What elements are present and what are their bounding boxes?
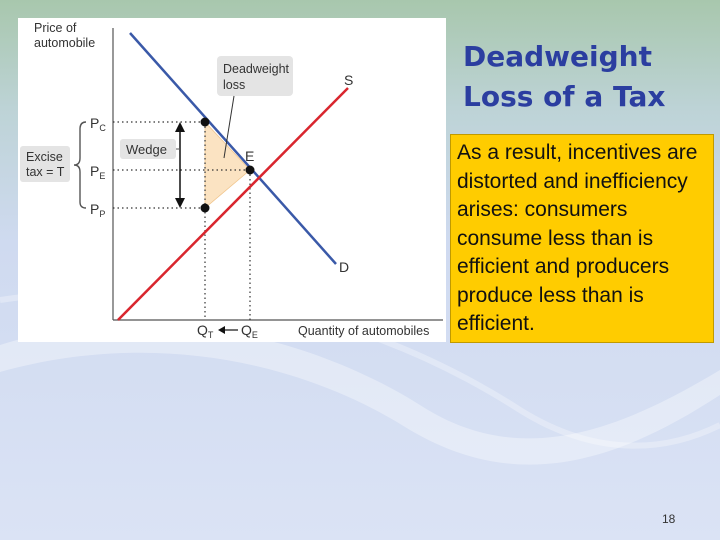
equilibrium-label: E [245,148,254,164]
deadweight-loss-area [204,120,251,209]
deadweight-loss-diagram: Wedge Deadweight loss Excise tax = T PC … [18,18,446,342]
demand-curve [129,32,337,265]
wedge-arrowhead-down [175,198,185,208]
wedge-arrowhead-up [175,122,185,132]
page-number: 18 [662,512,676,526]
wedge-label-box [120,139,176,159]
price-label-pc: PC [90,115,106,133]
excise-tax-brace [73,121,87,209]
deadweight-loss-leader [223,95,235,159]
supply-label: S [344,72,353,88]
explanation-textbox: As a result, incentives are distorted an… [450,134,714,343]
guide-lines [113,121,251,320]
equilibrium-point [245,165,255,175]
slide-title: Deadweight Loss of a Tax [463,40,666,113]
deadweight-loss-label-box [217,56,293,96]
y-axis-label: Price of automobile [34,21,95,50]
consumer-price-point [200,117,210,127]
producer-price-point [200,203,210,213]
price-label-pp: PP [90,201,105,219]
supply-curve [117,87,349,321]
price-label-pe: PE [90,163,105,181]
excise-tax-label-box [20,146,70,182]
quantity-label-qt: QT [197,322,214,340]
x-axis-label: Quantity of automobiles [298,324,429,338]
excise-tax-label: Excise tax = T [26,150,66,179]
demand-label: D [339,259,349,275]
quantity-shift-arrowhead [218,326,225,334]
quantity-label-qe: QE [241,322,258,340]
deadweight-loss-label: Deadweight loss [223,62,293,92]
wedge-label: Wedge [126,142,167,157]
